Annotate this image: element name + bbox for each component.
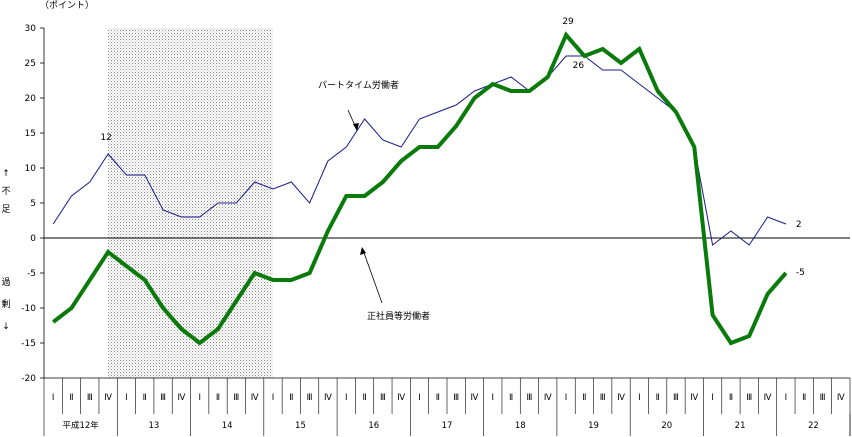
quarter-label: Ⅳ (471, 393, 479, 403)
quarter-label: Ⅰ (52, 393, 55, 403)
shortage-label-char: 不 (1, 186, 10, 197)
quarter-label: Ⅲ (820, 393, 826, 403)
y-tick-label: 20 (25, 94, 37, 104)
quarter-label: Ⅲ (87, 393, 93, 403)
y-tick-label: -15 (21, 339, 36, 349)
quarter-label: Ⅱ (216, 393, 220, 403)
quarter-label: Ⅱ (656, 393, 660, 403)
data-label: 12 (100, 133, 111, 143)
quarter-label: Ⅳ (544, 393, 552, 403)
y-tick-label: -10 (21, 304, 36, 314)
series-name-regular: 正社員等労働者 (367, 310, 430, 322)
data-label: 2 (796, 220, 802, 230)
quarter-label: Ⅲ (746, 393, 752, 403)
y-tick-label: 5 (30, 199, 36, 209)
shortage-label-char: 足 (1, 204, 10, 215)
quarter-label: Ⅳ (251, 393, 259, 403)
quarter-label: Ⅱ (436, 393, 440, 403)
quarter-label: Ⅰ (565, 393, 568, 403)
y-tick-label: 10 (25, 164, 37, 174)
quarter-label: Ⅰ (272, 393, 275, 403)
surplus-label-char: 剰 (1, 298, 10, 310)
y-tick-label: -5 (27, 269, 36, 279)
year-label: 19 (588, 421, 599, 431)
y-tick-label: 15 (25, 129, 36, 139)
quarter-label: Ⅰ (418, 393, 421, 403)
quarter-label: Ⅱ (362, 393, 366, 403)
quarter-label: Ⅲ (233, 393, 239, 403)
quarter-label: Ⅳ (764, 393, 772, 403)
quarter-label: Ⅲ (526, 393, 532, 403)
y-tick-label: -20 (21, 374, 36, 384)
quarter-label: Ⅱ (289, 393, 293, 403)
series-name-part-time: パートタイム労働者 (318, 79, 399, 91)
data-label: 26 (573, 61, 585, 71)
year-label: 13 (148, 421, 159, 431)
surplus-label-char: 過 (1, 277, 10, 288)
annotation-arrowhead-part-time (353, 123, 359, 131)
year-label: 15 (295, 421, 306, 431)
quarter-label: Ⅱ (729, 393, 733, 403)
quarter-label: Ⅳ (324, 393, 332, 403)
quarter-label: Ⅲ (307, 393, 313, 403)
year-label: 20 (661, 421, 672, 431)
quarter-label: Ⅳ (690, 393, 698, 403)
y-tick-label: 25 (25, 59, 36, 69)
year-label: 18 (515, 421, 526, 431)
quarter-label: Ⅰ (785, 393, 788, 403)
quarter-label: Ⅰ (638, 393, 641, 403)
year-label: 14 (222, 421, 233, 431)
data-label: -5 (796, 268, 805, 278)
series-line-regular (51, 31, 788, 346)
annotation-arrowhead-regular (360, 247, 366, 255)
unit-label: （ポイント） (40, 0, 94, 11)
quarter-label: Ⅱ (143, 393, 147, 403)
quarter-label: Ⅲ (160, 393, 166, 403)
quarter-label: Ⅱ (582, 393, 586, 403)
annotation-arrow-regular (362, 249, 383, 304)
quarter-label: Ⅲ (453, 393, 459, 403)
quarter-label: Ⅰ (492, 393, 495, 403)
surplus-label-char: ↓ (2, 322, 10, 332)
series-line-part-time (52, 55, 787, 246)
quarter-label: Ⅰ (198, 393, 201, 403)
quarter-label: Ⅲ (600, 393, 606, 403)
year-label: 17 (442, 421, 453, 431)
data-label: 29 (562, 17, 574, 27)
year-label: 22 (808, 421, 819, 431)
year-label: 21 (735, 421, 746, 431)
quarter-label: Ⅱ (802, 393, 806, 403)
quarter-label: Ⅲ (673, 393, 679, 403)
quarter-label: Ⅳ (397, 393, 405, 403)
quarter-label: Ⅱ (509, 393, 513, 403)
quarter-label: Ⅰ (345, 393, 348, 403)
recession-shading (108, 28, 273, 378)
quarter-label: Ⅳ (837, 393, 845, 403)
year-label: 平成12年 (62, 420, 99, 431)
quarter-label: Ⅰ (711, 393, 714, 403)
quarter-label: Ⅳ (617, 393, 625, 403)
quarter-label: Ⅰ (125, 393, 128, 403)
shortage-label-char: ↑ (2, 169, 10, 179)
quarter-label: Ⅱ (69, 393, 73, 403)
year-label: 16 (368, 421, 379, 431)
y-tick-label: 0 (30, 234, 36, 244)
quarter-label: Ⅳ (104, 393, 112, 403)
quarter-label: Ⅳ (177, 393, 185, 403)
y-tick-label: 30 (25, 24, 37, 34)
quarter-label: Ⅲ (380, 393, 386, 403)
